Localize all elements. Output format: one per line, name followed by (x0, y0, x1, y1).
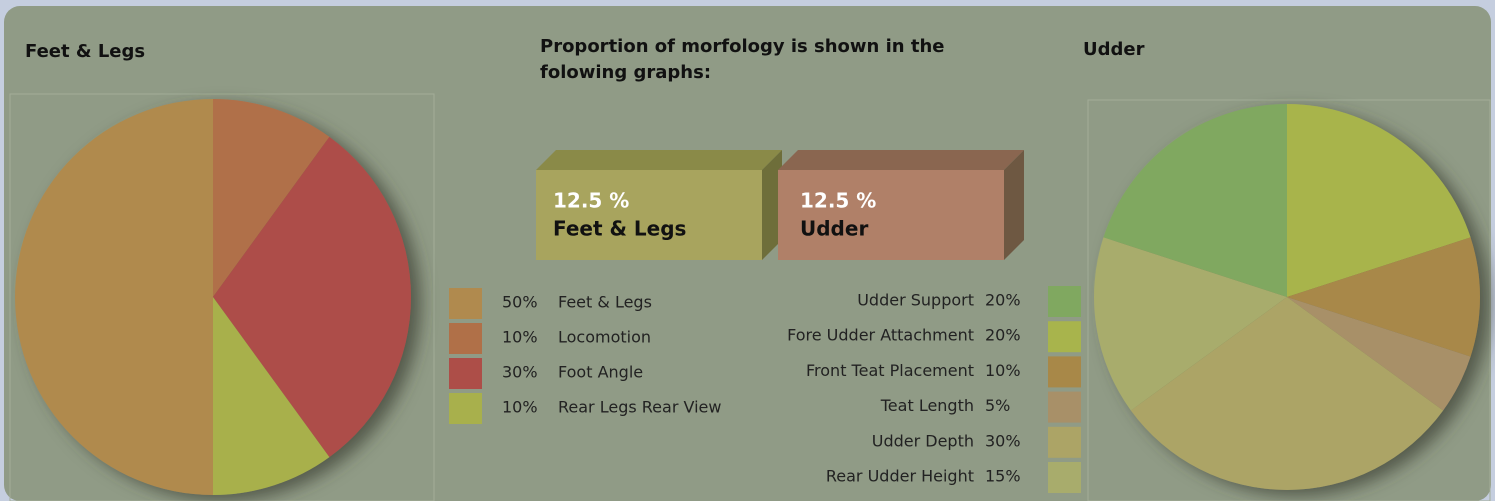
box (536, 150, 1024, 260)
legend-value: 30% (502, 363, 538, 382)
pie-slice (15, 99, 213, 495)
legend-swatch (449, 358, 482, 389)
legend-label: Feet & Legs (558, 293, 652, 312)
legend-value: 5% (985, 396, 1010, 415)
legend-value: 10% (985, 361, 1021, 380)
box-label: Feet & Legs (553, 217, 686, 241)
pie-slice (213, 99, 330, 297)
legend-value: 20% (985, 291, 1021, 310)
pie-slice (1287, 237, 1481, 357)
legend-value: 15% (985, 467, 1021, 486)
box-value: 12.5 % (553, 189, 629, 213)
pie-slice (1287, 104, 1471, 297)
pie-title: Udder (1083, 39, 1145, 60)
legend-label: Udder Support (857, 291, 974, 310)
pie-title: Feet & Legs (25, 41, 145, 62)
legend-value: 50% (502, 293, 538, 312)
legend-swatch (1048, 286, 1081, 317)
pie (15, 99, 411, 495)
legend-label: Udder Depth (872, 431, 974, 450)
legend-swatch (1048, 462, 1081, 493)
pie-frame (1087, 99, 1491, 501)
legend-swatch (449, 288, 482, 319)
legend-swatch (449, 393, 482, 424)
legend-value: 30% (985, 431, 1021, 450)
box-label: Udder (800, 217, 868, 241)
legend-label: Front Teat Placement (806, 361, 974, 380)
pie-slice (213, 297, 330, 495)
legend-label: Locomotion (558, 328, 651, 347)
box-value: 12.5 % (800, 189, 876, 213)
legend-label: Rear Udder Height (826, 467, 974, 486)
pie-slice (1130, 297, 1444, 490)
legend-label: Fore Udder Attachment (787, 326, 974, 345)
legend-value: 20% (985, 326, 1021, 345)
pie-slice (1094, 237, 1287, 411)
legend-value: 10% (502, 328, 538, 347)
legend-label: Teat Length (880, 396, 974, 415)
legend-swatch (1048, 321, 1081, 353)
pie (1094, 104, 1481, 490)
pie-slice (1287, 297, 1471, 411)
pie-slice (213, 136, 411, 458)
legend-swatch (1048, 426, 1081, 458)
legend-label: Rear Legs Rear View (558, 398, 721, 417)
pie-slice (1103, 104, 1287, 297)
legend-value: 10% (502, 398, 538, 417)
legend-swatch (1048, 356, 1081, 388)
legend-swatch (449, 323, 482, 354)
legend-label: Foot Angle (558, 363, 643, 382)
pie-frame (9, 93, 435, 501)
legend-swatch (1048, 391, 1081, 423)
heading: Proportion of morfology is shown in the … (540, 36, 945, 83)
